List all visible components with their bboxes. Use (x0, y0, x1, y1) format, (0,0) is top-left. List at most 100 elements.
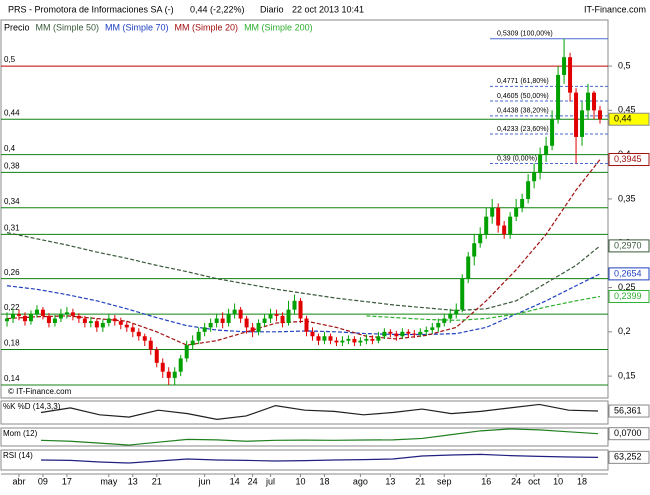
candle-body (376, 336, 381, 341)
candle-body (532, 172, 537, 182)
candle-body (154, 349, 159, 363)
brand: IT-Finance.com (584, 4, 646, 14)
candle-body (34, 309, 39, 315)
candle-body (274, 314, 279, 316)
candle-body (22, 315, 27, 322)
candle-body (580, 110, 585, 137)
candle-body (340, 340, 345, 343)
candle-body (562, 57, 567, 75)
candle-body (448, 314, 453, 319)
value-box (608, 153, 650, 167)
candle-body (5, 318, 9, 322)
level-label: 0,4 (4, 144, 16, 153)
level-label: 0,26 (4, 268, 20, 277)
candle-body (106, 318, 111, 323)
indicator-line (40, 403, 599, 421)
y-tick-label: 0,45 (618, 105, 636, 115)
level-label: 0,18 (4, 339, 20, 348)
candle-body (514, 207, 519, 217)
candle-body (172, 371, 177, 378)
y-tick-label: 0,2 (618, 326, 631, 336)
candle-body (586, 92, 591, 111)
level-label: 0,5 (4, 55, 16, 64)
candle-body (226, 314, 231, 323)
candle-body (520, 198, 525, 208)
candle-body (16, 314, 21, 316)
candle-body (124, 324, 129, 328)
indicator-line (40, 453, 599, 464)
value-box (608, 267, 650, 281)
datetime: 22 oct 2013 10:41 (292, 4, 364, 14)
candle-body (460, 278, 465, 310)
value-box-label: 0,3945 (614, 154, 642, 164)
candle-body (298, 300, 303, 319)
indicator-value-box (608, 427, 650, 441)
level-label: 0,14 (4, 374, 20, 383)
y-tick-label: 0,15 (618, 370, 636, 380)
candle-body (364, 338, 369, 341)
candle-body (40, 309, 45, 316)
candle-body (94, 321, 99, 328)
x-tick-label: sep (437, 476, 452, 486)
candle-body (82, 318, 87, 323)
indicator-value-box (608, 450, 650, 464)
value-box (608, 112, 650, 126)
candle-body (334, 340, 339, 343)
ma-line (366, 295, 601, 321)
x-tick-label: 18 (319, 476, 329, 486)
candle-body (502, 225, 507, 235)
x-tick-label: may (100, 476, 118, 486)
candle-body (148, 340, 153, 350)
candle-body (202, 327, 207, 332)
candle-body (196, 331, 201, 341)
value-box-label: 0,2654 (614, 268, 642, 278)
candle-body (256, 322, 261, 332)
candle-body (166, 371, 171, 378)
x-tick-label: jul (265, 476, 275, 486)
candle-body (328, 336, 333, 341)
candle-body (544, 145, 549, 155)
candle-body (418, 331, 423, 335)
x-tick-label: 18 (577, 476, 587, 486)
candle-body (394, 333, 399, 337)
candle-body (304, 318, 309, 332)
candle-body (436, 322, 441, 328)
candle-body (58, 314, 63, 319)
x-tick-label: 16 (481, 476, 491, 486)
x-tick-label: jun (198, 476, 211, 486)
candle-body (526, 181, 531, 199)
candle-body (112, 318, 117, 322)
candle-body (424, 330, 429, 332)
indicator-value: 63,252 (614, 452, 642, 462)
candle-body (382, 331, 387, 337)
x-tick-label: 21 (152, 476, 162, 486)
candle-body (232, 309, 237, 315)
legend-entry: MM (Simple 70) (105, 22, 169, 32)
candle-body (184, 345, 189, 359)
value-box (608, 239, 650, 253)
candle-body (478, 234, 483, 244)
candle-body (178, 358, 183, 372)
x-tick-label: 21 (415, 476, 425, 486)
legend-entry: MM (Simple 50) (36, 22, 100, 32)
value-box-label: 0,2970 (614, 240, 642, 250)
candle-body (130, 327, 135, 332)
plot-frame (0, 19, 609, 399)
candle-body (538, 154, 543, 173)
candle-body (214, 318, 219, 323)
indicator-value-box (608, 404, 650, 418)
candle-body (442, 318, 447, 323)
level-label: 0,38 (4, 161, 20, 170)
legend-entry: MM (Simple 200) (244, 22, 313, 32)
x-tick-label: abr (12, 476, 25, 486)
legend-price: Precio (4, 22, 30, 32)
candle-body (244, 318, 249, 328)
candle-body (292, 300, 297, 310)
candle-body (406, 331, 411, 334)
indicator-name: Mom (12) (3, 429, 38, 438)
value-box (608, 289, 650, 303)
level-label: 0,44 (4, 108, 20, 117)
fib-label: 0,4233 (23,60%) (497, 126, 549, 133)
indicator-name: %K %D (14,3,3) (3, 402, 61, 411)
fib-label: 0,4771 (61,80%) (497, 78, 549, 85)
